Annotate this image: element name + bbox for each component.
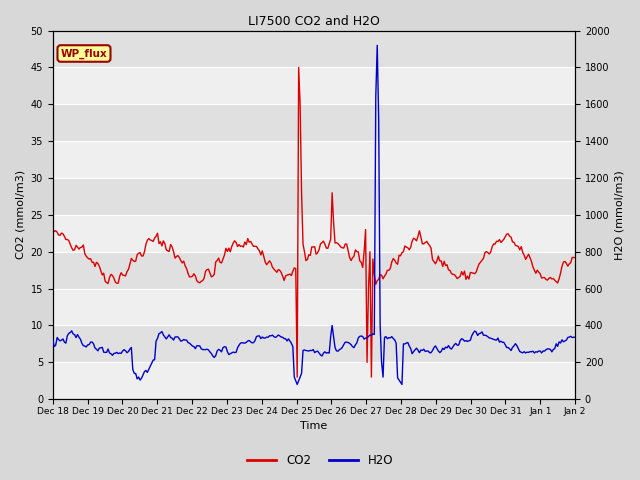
Bar: [52, 362, 575, 399]
Title: LI7500 CO2 and H2O: LI7500 CO2 and H2O: [248, 15, 380, 28]
Text: WP_flux: WP_flux: [61, 48, 108, 59]
Bar: [52, 67, 575, 104]
Bar: [52, 141, 575, 178]
Legend: CO2, H2O: CO2, H2O: [242, 449, 398, 472]
Bar: [52, 288, 575, 325]
Y-axis label: CO2 (mmol/m3): CO2 (mmol/m3): [15, 170, 25, 260]
X-axis label: Time: Time: [300, 421, 328, 432]
Y-axis label: H2O (mmol/m3): H2O (mmol/m3): [615, 170, 625, 260]
Bar: [52, 215, 575, 252]
